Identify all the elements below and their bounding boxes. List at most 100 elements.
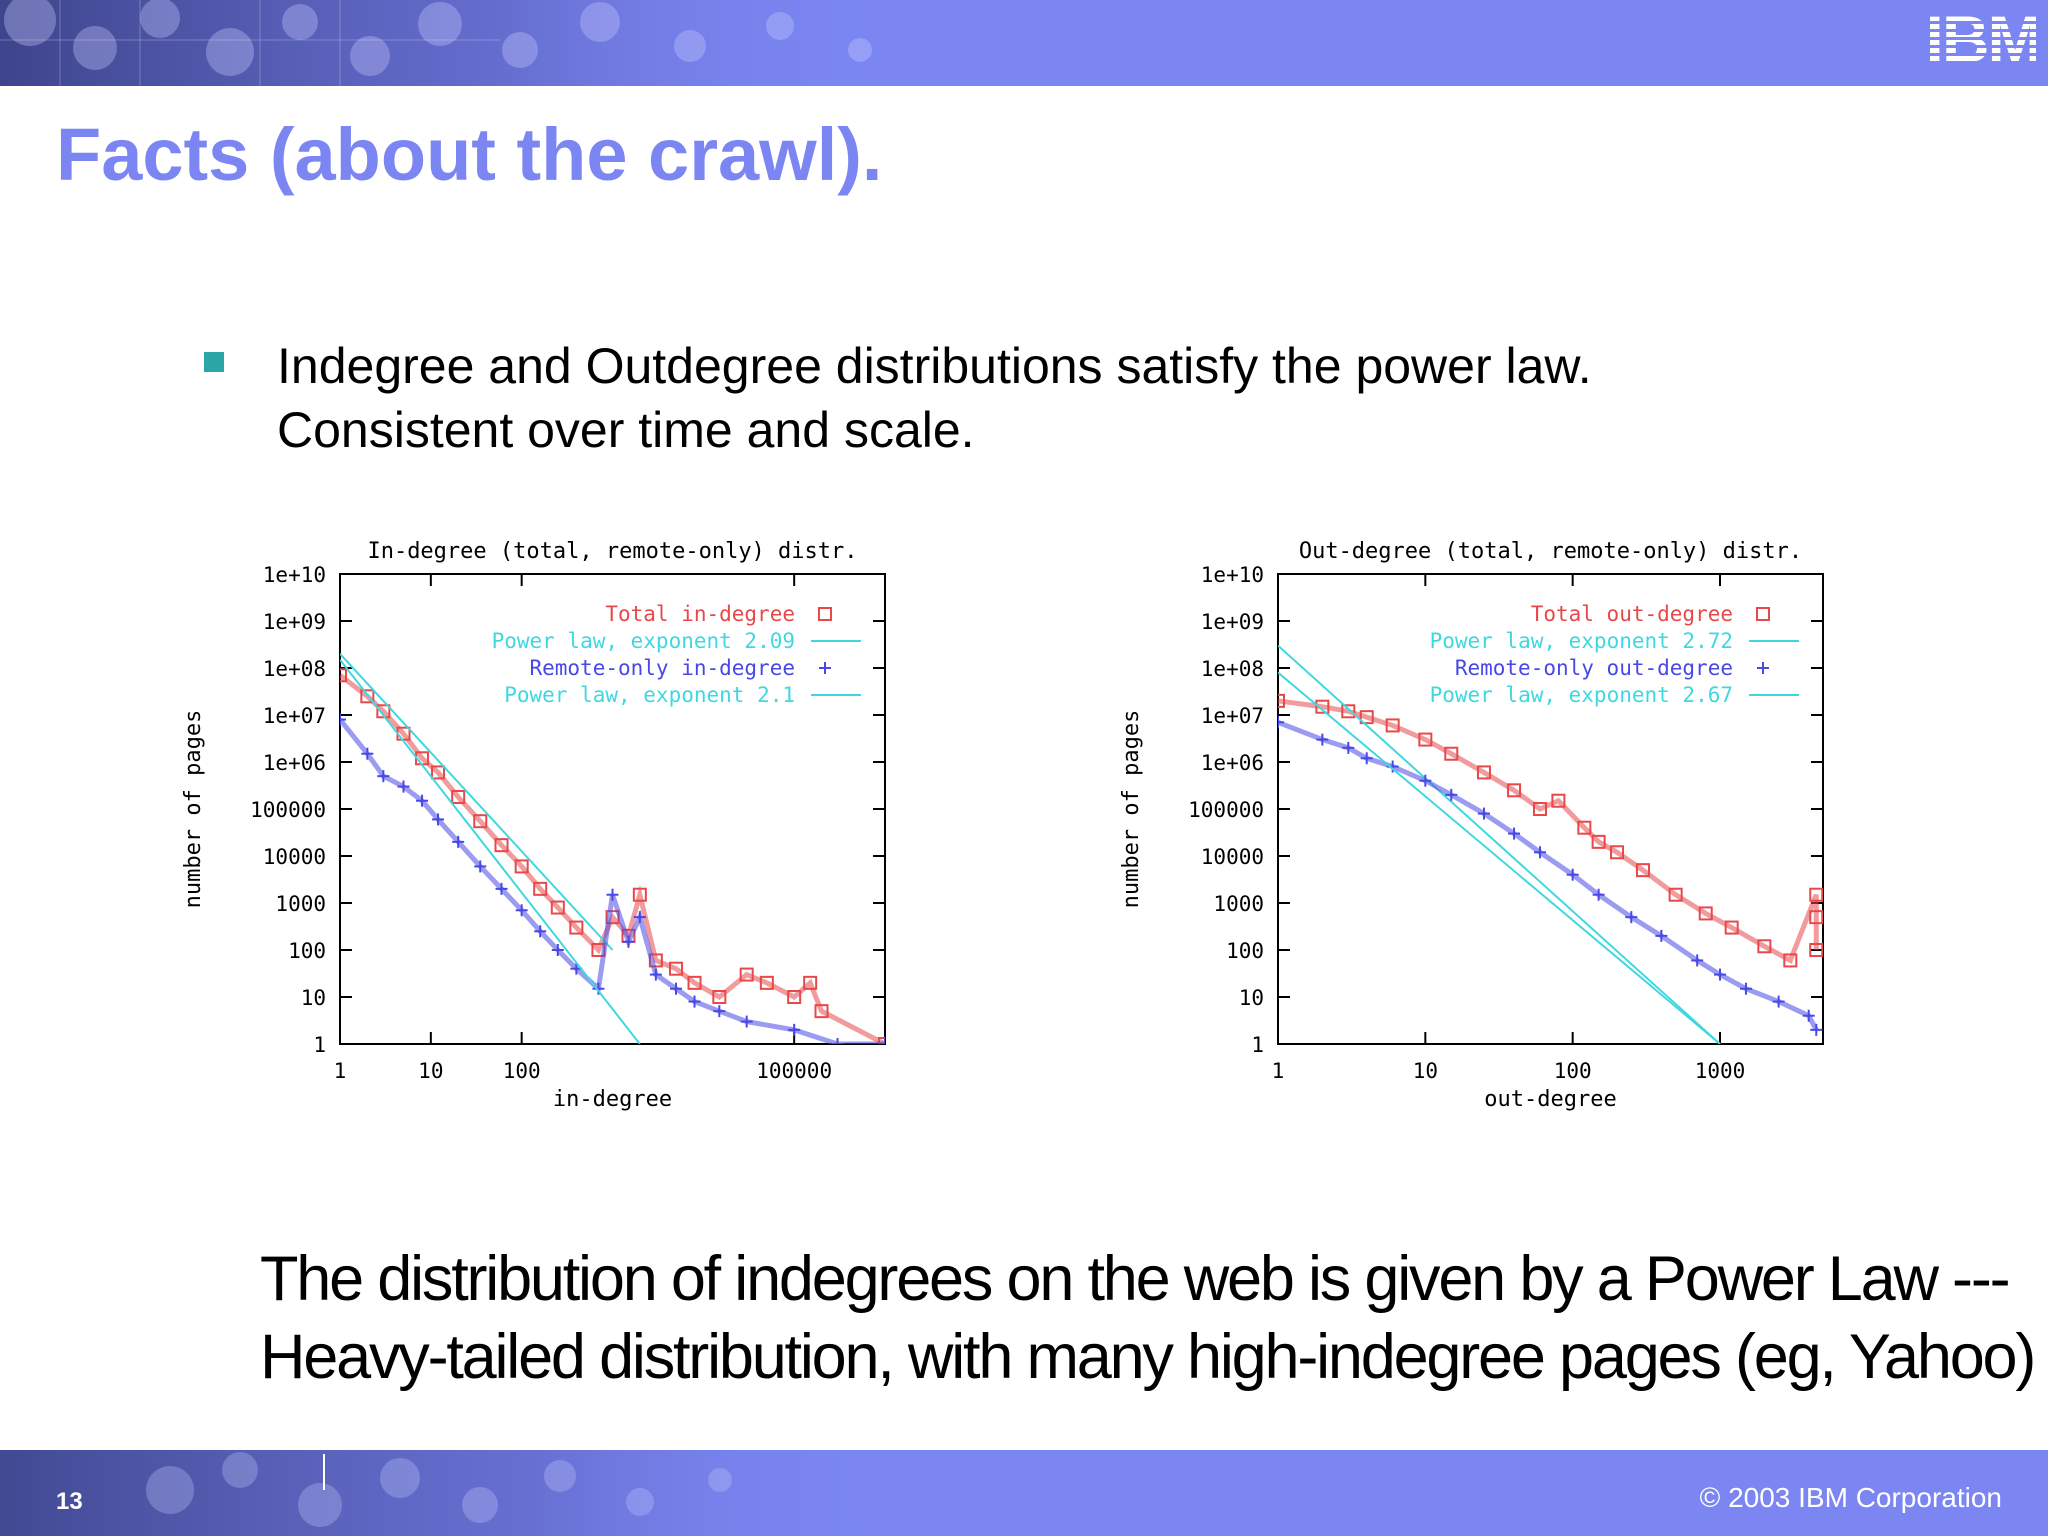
- data-point-plus: [1592, 888, 1605, 901]
- y-tick-label: 1e+06: [263, 751, 326, 775]
- data-point-square: [803, 975, 818, 990]
- chart-svg: Out-degree (total, remote-only) distr.11…: [1119, 539, 1824, 1112]
- summary-line-2: Heavy-tailed distribution, with many hig…: [260, 1322, 2036, 1392]
- data-point-square: [1809, 943, 1823, 957]
- data-point-plus: [495, 882, 508, 895]
- data-point-square: [1757, 939, 1772, 954]
- data-point-plus: [551, 944, 564, 956]
- y-tick-label: 1e+09: [263, 610, 326, 634]
- series-1: [340, 653, 614, 951]
- bullet-text: Indegree and Outdegree distributions sat…: [277, 334, 1977, 462]
- data-point-square: [451, 790, 466, 805]
- data-point-plus: [606, 888, 619, 901]
- data-point-square: [632, 887, 647, 902]
- data-point-square: [1551, 793, 1566, 808]
- data-point-square: [431, 765, 446, 780]
- data-point-plus: [397, 780, 410, 793]
- summary-text: The distribution of indegrees on the web…: [260, 1240, 2040, 1396]
- data-point-square: [1476, 765, 1491, 780]
- data-point-square: [1385, 718, 1400, 733]
- data-point-plus: [377, 770, 390, 783]
- series-3: [1278, 671, 1721, 1044]
- data-point-square: [1783, 953, 1798, 968]
- data-point-square: [494, 838, 509, 853]
- bullet-line-1: Indegree and Outdegree distributions sat…: [277, 338, 1592, 394]
- y-tick-label: 1000: [275, 892, 326, 916]
- data-point-plus: [633, 911, 646, 924]
- series-trace: [1278, 698, 1819, 964]
- plot-area: [1278, 644, 1823, 1044]
- data-point-plus: [1445, 788, 1458, 801]
- data-point-square: [1724, 920, 1739, 935]
- data-point-square: [1635, 863, 1650, 878]
- data-point-square: [1507, 783, 1522, 798]
- data-point-square: [473, 814, 488, 829]
- bullet-marker: [204, 352, 224, 372]
- legend-label: Power law, exponent 2.72: [1430, 629, 1733, 653]
- data-point-plus: [740, 1015, 753, 1028]
- x-tick-label: 1000: [1695, 1059, 1746, 1083]
- data-point-plus: [622, 935, 635, 948]
- plot-area: [340, 653, 885, 1044]
- data-point-square: [1341, 704, 1356, 719]
- y-axis-label: number of pages: [181, 710, 206, 909]
- data-point-plus: [1714, 968, 1727, 981]
- series-3: [340, 659, 641, 1044]
- out-degree-chart: Out-degree (total, remote-only) distr. 1 1…: [1098, 520, 2018, 1140]
- data-point-square: [1591, 834, 1606, 849]
- x-tick-label: 10: [418, 1059, 443, 1083]
- series-trace: [340, 717, 885, 1044]
- ibm-logo: IBM: [1925, 2, 2043, 76]
- data-point-plus: [1342, 741, 1355, 754]
- power-law-line: [340, 653, 614, 951]
- data-point-square: [1315, 699, 1330, 714]
- data-point-plus: [474, 860, 487, 873]
- y-tick-label: 1000: [1213, 892, 1264, 916]
- data-point-plus: [432, 813, 445, 826]
- series-1: [1278, 644, 1721, 1044]
- legend-label: Remote-only out-degree: [1455, 656, 1733, 680]
- data-point-plus: [649, 968, 662, 981]
- data-point-square: [1359, 710, 1374, 725]
- slide-number: 13: [56, 1488, 83, 1515]
- data-point-plus: [669, 982, 682, 995]
- data-point-square: [569, 920, 584, 935]
- data-point-square: [1444, 746, 1459, 761]
- data-point-square: [340, 668, 347, 683]
- data-point-square: [814, 1004, 829, 1019]
- data-point-plus: [1360, 752, 1373, 765]
- data-point-plus: [1810, 1023, 1823, 1036]
- chart-title: In-degree (total, remote-only) distr.: [367, 539, 857, 564]
- y-tick-label: 1e+09: [1201, 610, 1264, 634]
- data-point-plus: [1739, 982, 1752, 995]
- series-2: [1278, 716, 1823, 1036]
- data-point-plus: [416, 794, 429, 807]
- series-2: [340, 713, 885, 1044]
- data-point-plus: [1625, 911, 1638, 924]
- data-point-plus: [688, 995, 701, 1008]
- x-tick-label: 1: [334, 1059, 347, 1083]
- in-degree-chart: In-degree (total, remote-only) distr. 1 10…: [160, 520, 1080, 1140]
- data-point-plus: [515, 904, 528, 917]
- y-tick-label: 10: [301, 986, 326, 1010]
- footer-decoration: [0, 1450, 900, 1536]
- legend-label: Power law, exponent 2.1: [504, 683, 795, 707]
- x-tick-label: 1: [1272, 1059, 1285, 1083]
- banner-decoration: [0, 0, 900, 86]
- power-law-line: [340, 659, 641, 1044]
- chart-svg: In-degree (total, remote-only) distr. 1 10…: [181, 539, 886, 1112]
- data-point-square: [1278, 693, 1285, 708]
- y-tick-label: 10000: [263, 845, 326, 869]
- legend-label: Remote-only in-degree: [529, 656, 795, 680]
- chart-legend: Total in-degree Power law, exponent 2.09 R…: [492, 602, 861, 707]
- data-point-plus: [713, 1005, 726, 1018]
- data-point-plus: [1477, 807, 1490, 820]
- data-point-square: [787, 990, 802, 1004]
- series-0: [340, 668, 885, 1044]
- data-point-square: [739, 967, 754, 982]
- y-tick-label: 100: [1226, 939, 1264, 963]
- data-point-plus: [1566, 868, 1579, 881]
- y-axis-label: number of pages: [1119, 710, 1144, 909]
- data-point-plus: [788, 1023, 801, 1036]
- data-point-plus: [1533, 846, 1546, 859]
